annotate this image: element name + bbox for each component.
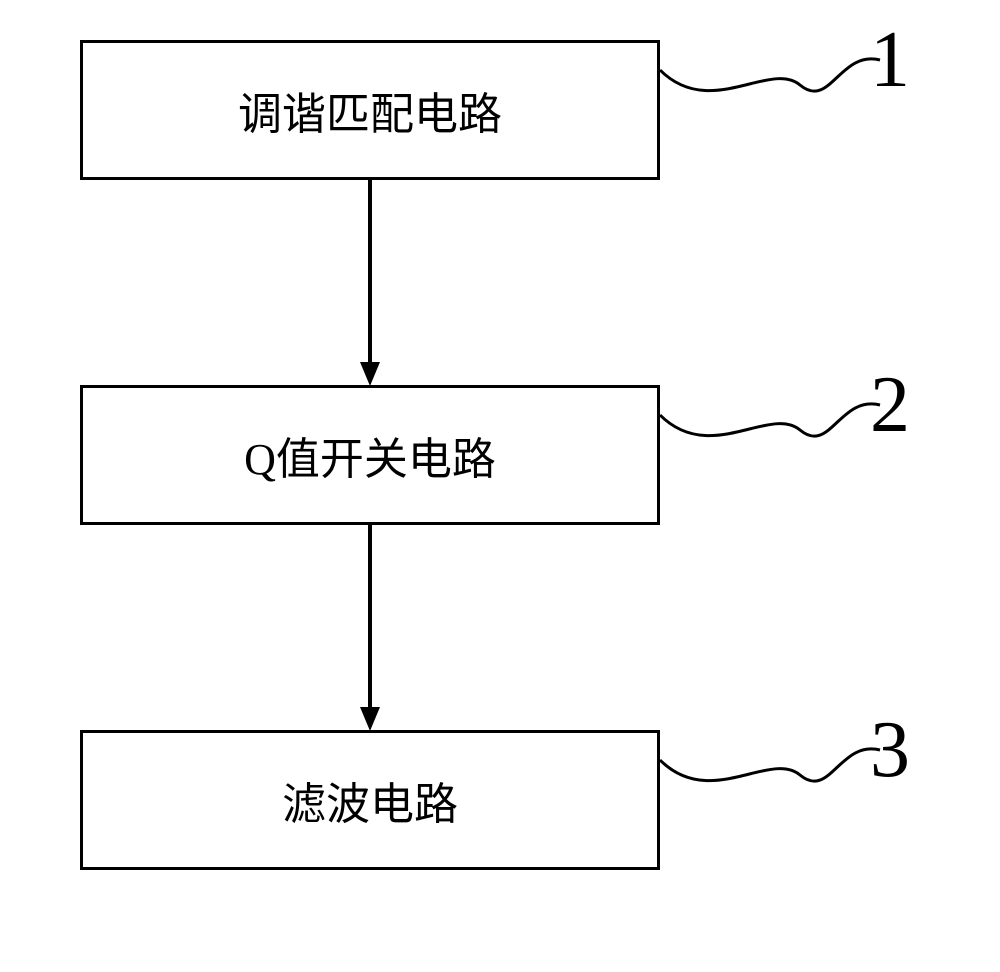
label-text: 1 — [870, 16, 910, 104]
label-text: 3 — [870, 706, 910, 794]
label-1: 1 — [870, 15, 910, 106]
connector-path-2 — [660, 404, 880, 436]
box-label: Q值开关电路 — [244, 423, 496, 487]
box-label: 调谐匹配电路 — [238, 78, 502, 142]
box-q-switch-circuit: Q值开关电路 — [80, 385, 660, 525]
arrowhead-2 — [360, 707, 380, 731]
label-text: 2 — [870, 361, 910, 449]
box-label: 滤波电路 — [282, 768, 458, 832]
box-filter-circuit: 滤波电路 — [80, 730, 660, 870]
label-2: 2 — [870, 360, 910, 451]
arrow-2 — [368, 525, 372, 710]
connector-path-3 — [660, 749, 880, 781]
arrow-1 — [368, 180, 372, 365]
arrowhead-1 — [360, 362, 380, 386]
connector-path-1 — [660, 59, 880, 91]
label-3: 3 — [870, 705, 910, 796]
box-tuning-matching-circuit: 调谐匹配电路 — [80, 40, 660, 180]
flowchart-container: 调谐匹配电路 Q值开关电路 滤波电路 1 2 3 — [80, 40, 920, 940]
